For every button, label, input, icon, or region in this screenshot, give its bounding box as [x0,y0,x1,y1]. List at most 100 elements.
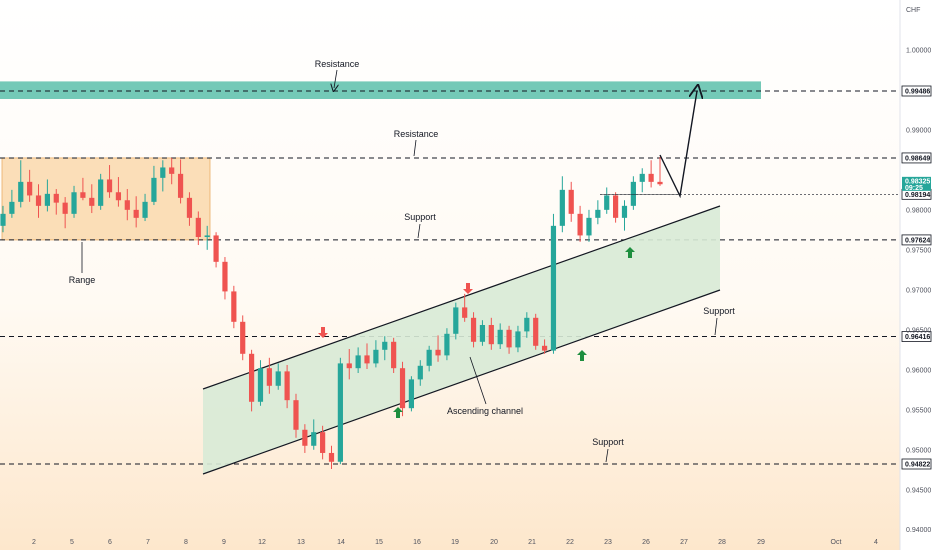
candle [177,159,184,204]
candle-body [89,197,95,206]
candle-body [515,331,521,348]
candle-body [524,317,530,332]
candle [604,187,610,214]
price-tag[interactable]: 0.94822 [901,458,932,470]
candle-body [9,201,15,214]
price-tag[interactable]: 0.96416 [901,331,932,342]
candle [408,376,415,412]
price-tag[interactable]: 0.99486 [901,85,932,97]
candle-body [62,202,68,214]
projection-arrow [659,91,697,199]
candle-body [0,213,6,226]
candle-body [657,181,663,185]
candle-body [177,173,184,198]
y-tick-label: 0.95000 [906,447,931,454]
x-tick-label: 14 [337,539,345,546]
channel-lower-line [202,289,721,475]
candle-body [550,225,557,351]
candle [426,345,432,372]
candle-body [222,261,228,292]
range-zone [1,157,211,241]
axis-ticks-layer: 1.00000 0.99000 0.98000 0.97500 0.97000 0.965… [32,47,931,546]
candle [399,361,406,417]
x-tick-label: 16 [413,539,421,546]
candle-body [53,193,59,203]
candle [151,165,157,206]
candle-body [44,193,50,206]
x-tick-label: 23 [604,539,612,546]
candle-body [71,192,77,214]
candle-body [639,173,645,182]
candle [27,169,33,202]
candle [160,160,166,192]
candle-body [630,181,636,206]
candle [595,200,601,225]
candle [453,302,459,340]
candle-body [426,349,432,366]
candle [648,160,654,188]
candle [346,348,352,380]
x-tick-label: Oct [831,539,842,546]
candle-body [373,349,379,364]
candle-body [186,197,193,218]
candle [115,177,122,207]
candle [320,425,326,460]
x-tick-label: 21 [528,539,536,546]
candle [213,232,219,268]
x-tick-label: 19 [451,539,459,546]
resistance-zone [0,81,761,99]
candle [222,257,228,300]
candle-body [35,195,42,206]
candle [355,347,361,373]
annotation-support-right-pointer [714,317,718,336]
x-tick-label: 15 [375,539,383,546]
candle [266,357,272,394]
candle [169,157,175,185]
candle-body [346,363,352,369]
candle-body [364,355,370,364]
candle-body [444,333,450,356]
marks-layer [318,91,697,418]
candle-body [142,201,148,218]
annotation-channel-pointer [469,356,487,405]
candle [541,339,548,354]
x-tick-label: 22 [566,539,574,546]
price-tags-layer[interactable]: 0.99486 0.98649 0.98194 0.97624 0.96416 0.948… [901,85,932,470]
price-tag[interactable]: 0.98649 [901,152,932,164]
annotation-resistance-top-pointer [334,69,337,88]
candle-body [275,371,281,386]
candle [311,419,317,450]
candle [142,193,148,222]
candle [577,205,583,242]
candle [550,213,557,354]
candle [657,157,663,186]
candle [284,364,290,409]
candle-body [133,209,139,218]
candle [497,323,503,349]
candle-body [355,355,361,369]
annotation-ascending-channel: Ascending channel [447,406,523,416]
candle-body [488,325,494,345]
candle-body [462,307,468,318]
candles-layer [0,157,663,469]
x-tick-label: 5 [70,539,74,546]
candle [257,360,264,406]
candle-body [27,181,33,196]
x-tick-label: 7 [146,539,150,546]
x-tick-label: 29 [757,539,765,546]
candle [0,205,6,233]
candle-body [311,432,317,446]
candle [479,320,486,346]
candle [568,181,574,222]
y-tick-label: 1.00000 [906,47,931,54]
candle-body [470,317,477,342]
candle-body [577,213,583,236]
candle [9,189,15,218]
price-tag[interactable]: 0.97624 [901,234,932,246]
x-tick-label: 26 [642,539,650,546]
annotation-support-upper-pointer [417,223,421,239]
y-tick-label: 0.94000 [906,527,931,534]
x-tick-label: 28 [718,539,726,546]
